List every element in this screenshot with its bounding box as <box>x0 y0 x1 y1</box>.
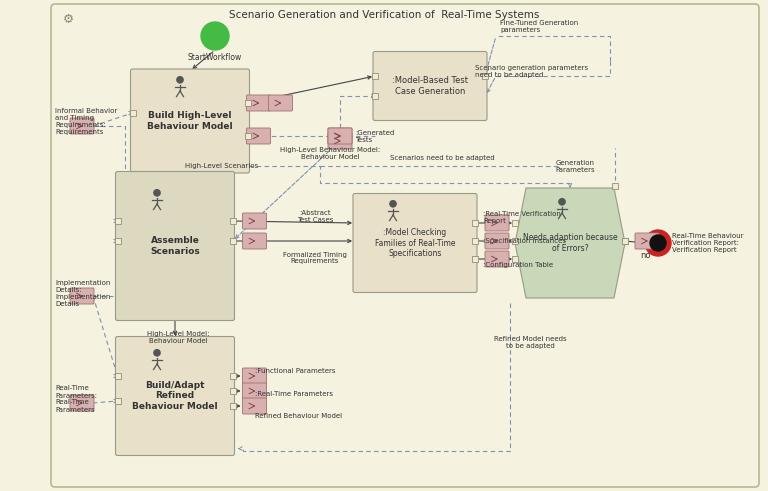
Text: Refined Behaviour Model: Refined Behaviour Model <box>255 413 342 419</box>
FancyBboxPatch shape <box>230 388 236 394</box>
Text: Assemble
Scenarios: Assemble Scenarios <box>150 236 200 256</box>
Text: Build/Adapt
Refined
Behaviour Model: Build/Adapt Refined Behaviour Model <box>132 381 218 411</box>
FancyBboxPatch shape <box>512 256 518 262</box>
Circle shape <box>153 349 161 356</box>
FancyBboxPatch shape <box>230 238 236 244</box>
FancyBboxPatch shape <box>373 52 487 120</box>
Text: Scenario generation parameters
need to be adapted: Scenario generation parameters need to b… <box>475 64 588 78</box>
FancyBboxPatch shape <box>243 398 266 414</box>
FancyBboxPatch shape <box>269 95 293 111</box>
Polygon shape <box>515 188 625 298</box>
FancyBboxPatch shape <box>244 100 250 106</box>
FancyBboxPatch shape <box>472 220 478 226</box>
FancyBboxPatch shape <box>485 215 509 231</box>
Text: :Model-Based Test
Case Generation: :Model-Based Test Case Generation <box>392 76 468 96</box>
Text: Needs adaption because
of Errors?: Needs adaption because of Errors? <box>523 233 617 253</box>
Text: Scenarios need to be adapted: Scenarios need to be adapted <box>390 155 495 161</box>
FancyBboxPatch shape <box>114 398 121 404</box>
FancyBboxPatch shape <box>472 256 478 262</box>
FancyBboxPatch shape <box>485 251 509 267</box>
Text: Generation
Parameters: Generation Parameters <box>555 160 594 173</box>
Circle shape <box>650 235 666 251</box>
Text: Implementation
Details:
Implementation
Details: Implementation Details: Implementation D… <box>55 279 111 306</box>
FancyBboxPatch shape <box>70 395 94 411</box>
Circle shape <box>176 76 184 83</box>
FancyBboxPatch shape <box>70 118 94 134</box>
FancyBboxPatch shape <box>622 238 628 244</box>
FancyBboxPatch shape <box>114 238 121 244</box>
FancyBboxPatch shape <box>114 218 121 224</box>
FancyBboxPatch shape <box>372 73 378 79</box>
FancyBboxPatch shape <box>622 238 628 244</box>
Text: no: no <box>640 251 650 261</box>
FancyBboxPatch shape <box>372 93 378 99</box>
Text: Informal Behavior
and Timing
Requirements:
Requirements: Informal Behavior and Timing Requirement… <box>55 108 118 135</box>
FancyBboxPatch shape <box>612 183 618 189</box>
Circle shape <box>153 189 161 197</box>
Circle shape <box>558 198 566 206</box>
Text: High-Level Model:
Behaviour Model: High-Level Model: Behaviour Model <box>147 331 209 344</box>
Text: :Functional Parameters: :Functional Parameters <box>255 368 336 374</box>
Circle shape <box>645 230 671 256</box>
Text: Fine-Tuned Generation
parameters: Fine-Tuned Generation parameters <box>500 20 578 32</box>
Circle shape <box>389 200 397 208</box>
FancyBboxPatch shape <box>51 4 759 487</box>
FancyBboxPatch shape <box>512 220 518 226</box>
Text: ⚙: ⚙ <box>62 12 74 26</box>
Circle shape <box>201 22 229 50</box>
FancyBboxPatch shape <box>353 193 477 293</box>
FancyBboxPatch shape <box>243 383 266 399</box>
FancyBboxPatch shape <box>115 336 234 456</box>
FancyBboxPatch shape <box>114 373 121 379</box>
FancyBboxPatch shape <box>230 373 236 379</box>
Text: Real-Time Behaviour
Verification Report:
Verification Report: Real-Time Behaviour Verification Report:… <box>672 233 743 253</box>
FancyBboxPatch shape <box>115 171 234 321</box>
FancyBboxPatch shape <box>70 288 94 304</box>
Text: :Real-Time Parameters: :Real-Time Parameters <box>255 391 333 397</box>
Text: Scenario Generation and Verification of  Real-Time Systems: Scenario Generation and Verification of … <box>229 10 539 20</box>
Text: :Specification Instances: :Specification Instances <box>483 238 566 244</box>
FancyBboxPatch shape <box>243 233 266 249</box>
FancyBboxPatch shape <box>635 233 659 249</box>
FancyBboxPatch shape <box>130 110 135 116</box>
Text: Real-Time
Parameters:
Real-Time
Parameters: Real-Time Parameters: Real-Time Paramete… <box>55 385 97 412</box>
Text: High-Level Behaviour Model:
Behaviour Model: High-Level Behaviour Model: Behaviour Mo… <box>280 147 380 160</box>
FancyBboxPatch shape <box>247 95 270 111</box>
FancyBboxPatch shape <box>485 233 509 249</box>
FancyBboxPatch shape <box>243 213 266 229</box>
FancyBboxPatch shape <box>482 73 488 79</box>
FancyBboxPatch shape <box>472 238 478 244</box>
Text: High-Level Scenarios: High-Level Scenarios <box>185 163 258 169</box>
FancyBboxPatch shape <box>328 128 352 144</box>
Text: :Generated
Tests: :Generated Tests <box>355 130 394 142</box>
Text: :Real-Time Verification
Report: :Real-Time Verification Report <box>483 211 561 223</box>
FancyBboxPatch shape <box>512 238 518 244</box>
FancyBboxPatch shape <box>328 128 352 144</box>
Text: StartWorkflow: StartWorkflow <box>188 53 242 62</box>
Text: Refined Model needs
to be adapted: Refined Model needs to be adapted <box>494 336 566 349</box>
FancyBboxPatch shape <box>247 128 270 144</box>
FancyBboxPatch shape <box>244 133 250 139</box>
FancyBboxPatch shape <box>243 368 266 384</box>
FancyBboxPatch shape <box>230 403 236 409</box>
Text: Build High-Level
Behaviour Model: Build High-Level Behaviour Model <box>147 111 233 131</box>
Text: :Abstract
Test Cases: :Abstract Test Cases <box>296 210 333 222</box>
FancyBboxPatch shape <box>328 133 352 149</box>
FancyBboxPatch shape <box>131 69 250 173</box>
Text: :Model Checking
Families of Real-Time
Specifications: :Model Checking Families of Real-Time Sp… <box>375 228 455 258</box>
Text: Formalized Timing
Requirements: Formalized Timing Requirements <box>283 251 347 265</box>
Text: :Configuration Table: :Configuration Table <box>483 262 553 268</box>
FancyBboxPatch shape <box>230 218 236 224</box>
